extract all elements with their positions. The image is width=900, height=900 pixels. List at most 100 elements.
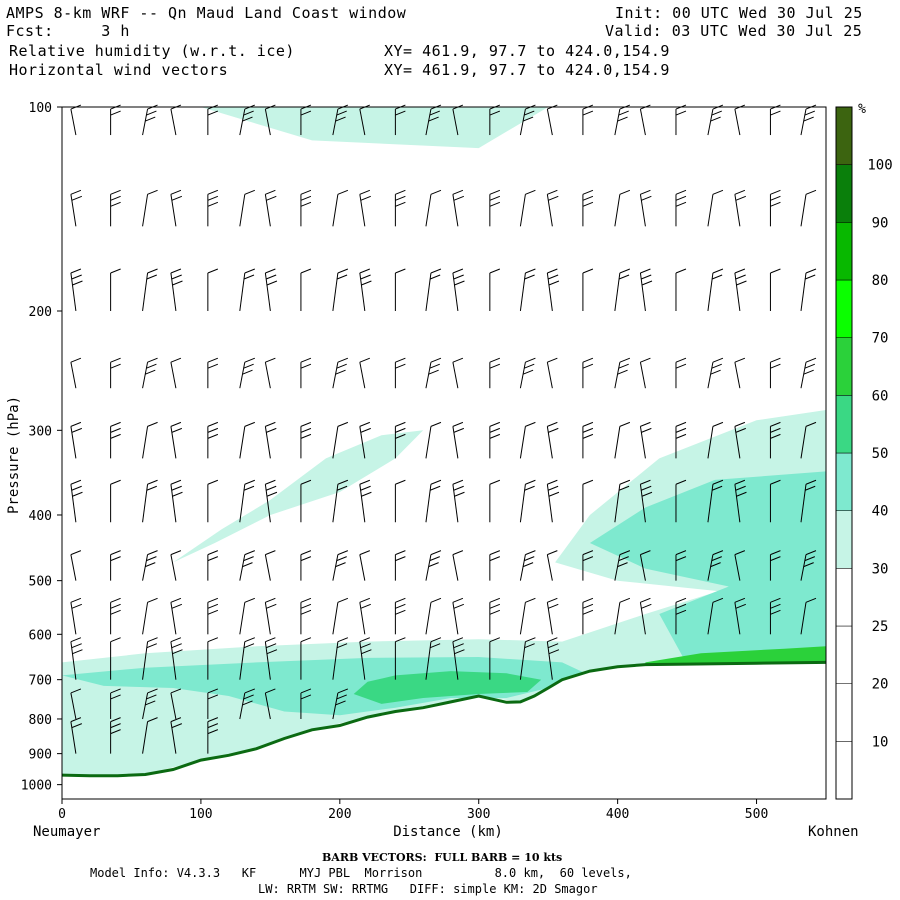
barb-staff bbox=[70, 426, 77, 459]
wind-barb bbox=[489, 479, 501, 523]
barb-flag bbox=[265, 485, 277, 491]
barb-flag bbox=[548, 603, 559, 609]
barb-flag bbox=[617, 369, 628, 375]
barb-flag bbox=[243, 363, 254, 369]
barb-flag bbox=[582, 427, 594, 433]
barb-flag bbox=[710, 562, 721, 568]
barb-staff bbox=[170, 602, 177, 635]
barb-staff bbox=[70, 194, 77, 227]
wind-barb bbox=[800, 479, 817, 523]
barb-flag bbox=[770, 550, 781, 556]
wind-barb bbox=[800, 268, 817, 312]
barb-flag bbox=[641, 280, 653, 286]
barb-staff bbox=[639, 602, 646, 635]
barb-flag bbox=[171, 603, 183, 609]
barb-flag bbox=[524, 643, 535, 649]
wind-barb bbox=[489, 550, 501, 581]
colorbar-swatch bbox=[835, 164, 853, 223]
barb-flag bbox=[582, 189, 594, 195]
barb-flag bbox=[547, 189, 558, 195]
barb-staff bbox=[264, 602, 271, 635]
barb-flag bbox=[547, 550, 558, 556]
wind-barb bbox=[614, 597, 631, 635]
wind-barb bbox=[519, 189, 536, 227]
barb-flag bbox=[675, 189, 687, 195]
barb-staff bbox=[170, 362, 177, 389]
wind-barb bbox=[769, 268, 781, 311]
barb-flag bbox=[675, 268, 687, 274]
barb-flag bbox=[770, 609, 781, 615]
wind-barb bbox=[800, 597, 817, 635]
barb-staff bbox=[264, 108, 271, 136]
barb-flag bbox=[429, 643, 441, 649]
wind-barb bbox=[359, 550, 371, 581]
wind-barb bbox=[519, 637, 536, 680]
wind-barb bbox=[207, 268, 219, 311]
barb-flag bbox=[207, 597, 219, 603]
forecast-hour: Fcst: 3 h bbox=[6, 22, 130, 40]
barb-flag bbox=[770, 421, 781, 427]
barb-flag bbox=[300, 694, 312, 700]
barb-flag bbox=[266, 649, 278, 655]
barb-flag bbox=[147, 268, 158, 274]
barb-staff bbox=[707, 554, 714, 581]
wind-barb bbox=[769, 357, 781, 389]
barb-flag bbox=[147, 597, 158, 603]
barb-flag bbox=[265, 597, 276, 603]
wind-barb bbox=[207, 189, 219, 227]
model-info-line-1: Model Info: V4.3.3 KF MYJ PBL Morrison 8… bbox=[90, 866, 632, 880]
barb-flag bbox=[524, 485, 535, 491]
barb-staff bbox=[546, 194, 553, 227]
barb-flag bbox=[547, 357, 558, 363]
barb-flag bbox=[641, 603, 652, 609]
barb-staff bbox=[639, 194, 646, 227]
x-axis-title: Distance (km) bbox=[393, 824, 503, 840]
wind-barb bbox=[519, 550, 536, 581]
barb-staff bbox=[142, 554, 149, 581]
wind-barb bbox=[207, 479, 219, 523]
barb-flag bbox=[243, 485, 255, 491]
barb-flag bbox=[70, 357, 82, 363]
barb-staff bbox=[734, 554, 741, 581]
barb-flag bbox=[265, 189, 276, 195]
barb-flag bbox=[618, 556, 629, 562]
wind-barb bbox=[675, 357, 687, 389]
barb-flag bbox=[110, 556, 121, 562]
wind-barb bbox=[639, 357, 651, 389]
barb-flag bbox=[712, 479, 724, 485]
barb-staff bbox=[425, 641, 432, 680]
barb-flag bbox=[207, 603, 219, 609]
barb-flag bbox=[360, 643, 371, 649]
barb-staff bbox=[546, 362, 553, 389]
barb-staff bbox=[70, 692, 77, 720]
rh-surface-60 bbox=[645, 646, 826, 666]
barb-flag bbox=[428, 562, 439, 568]
barb-flag bbox=[489, 603, 501, 609]
barb-staff bbox=[264, 426, 271, 459]
y-tick-label: 200 bbox=[29, 305, 52, 320]
barb-flag bbox=[145, 369, 156, 375]
barb-flag bbox=[337, 189, 349, 195]
barb-flag bbox=[72, 280, 83, 286]
wind-barb bbox=[546, 104, 558, 136]
wind-barb bbox=[614, 421, 631, 459]
model-info-line-2: LW: RRTM SW: RRTMG DIFF: simple KM: 2D S… bbox=[258, 882, 598, 896]
colorbar-label: 90 bbox=[872, 215, 889, 231]
barb-flag bbox=[70, 479, 82, 485]
wind-barb bbox=[519, 421, 536, 459]
barb-staff bbox=[707, 362, 714, 389]
barb-flag bbox=[265, 268, 276, 274]
barb-flag bbox=[244, 268, 255, 274]
barb-staff bbox=[239, 362, 246, 389]
barb-flag bbox=[359, 357, 371, 363]
wind-barb bbox=[359, 421, 371, 459]
barb-flag bbox=[265, 421, 276, 427]
barb-flag bbox=[147, 189, 158, 195]
barb-staff bbox=[359, 362, 366, 389]
barb-flag bbox=[735, 195, 746, 201]
barb-flag bbox=[170, 637, 182, 643]
barb-flag bbox=[675, 195, 687, 201]
wind-barb bbox=[332, 357, 349, 389]
barb-flag bbox=[171, 723, 183, 729]
barb-flag bbox=[71, 274, 82, 280]
